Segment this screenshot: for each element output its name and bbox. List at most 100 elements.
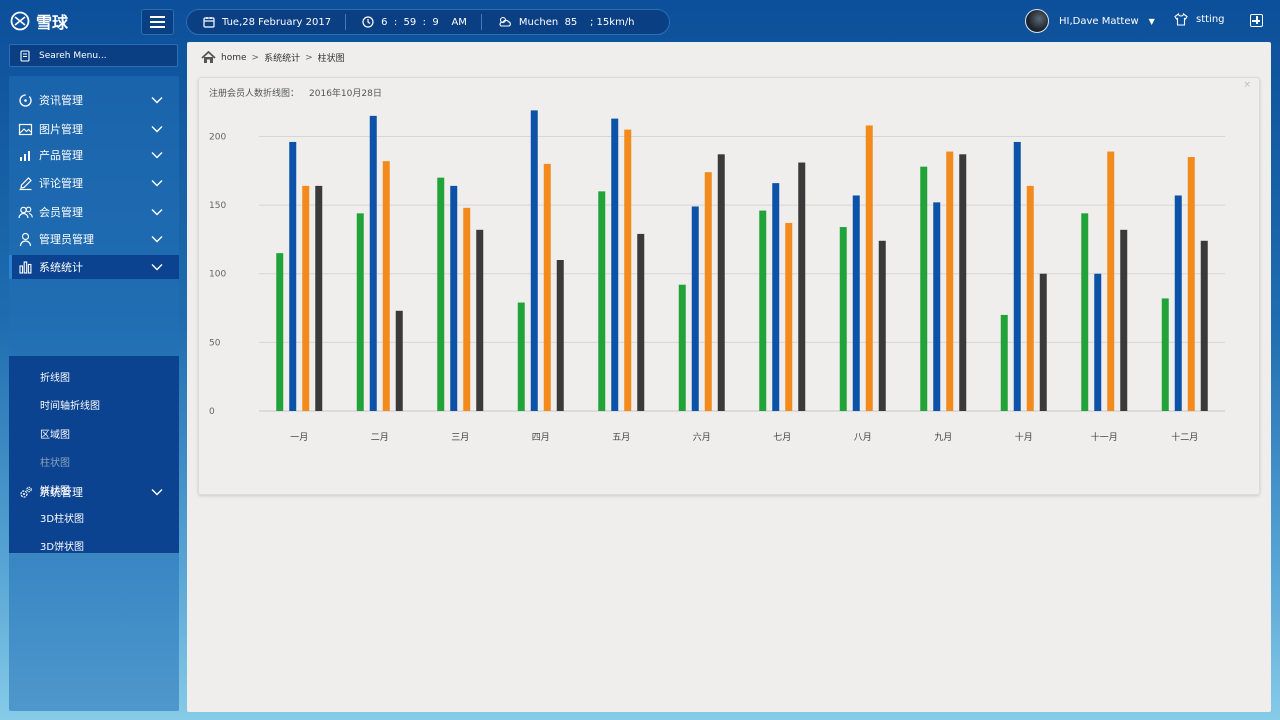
panel-title: 注册会员人数折线图： 2016年10月28日 — [209, 86, 382, 99]
home-icon[interactable] — [201, 51, 216, 64]
chevron-down-icon — [151, 97, 163, 104]
bar — [463, 207, 471, 411]
bar — [1187, 157, 1195, 411]
x-tick-label: 二月 — [371, 432, 389, 443]
sidebar-item-label: 产品管理 — [39, 149, 83, 162]
bar — [476, 229, 484, 411]
sidebar-item-label: 系统管理 — [39, 486, 83, 499]
sidebar-item-statistics[interactable]: 系统统计 — [9, 255, 179, 279]
bar — [959, 154, 967, 412]
bar — [1000, 314, 1008, 411]
caret-down-icon: ▼ — [1148, 16, 1155, 26]
members-icon — [18, 206, 33, 219]
bar — [395, 310, 403, 411]
sidebar-item-system[interactable]: 系统管理 — [9, 480, 179, 504]
x-tick-label: 九月 — [934, 432, 952, 443]
sidebar-item-label: 系统统计 — [39, 261, 83, 274]
bar — [382, 161, 390, 411]
setting-button[interactable]: stting — [1174, 13, 1225, 26]
bar — [759, 210, 767, 411]
chevron-down-icon — [151, 264, 163, 271]
submenu-item-area-chart[interactable]: 区域图 — [40, 430, 70, 441]
bar — [556, 260, 564, 411]
y-tick-label: 50 — [209, 338, 221, 348]
bar — [785, 222, 793, 411]
clock-icon — [362, 16, 374, 28]
sidebar-item-label: 资讯管理 — [39, 94, 83, 107]
x-tick-label: 十二月 — [1171, 431, 1198, 443]
y-tick-label: 150 — [209, 201, 226, 211]
sidebar-item-label: 管理员管理 — [39, 233, 94, 246]
sidebar-item-comments[interactable]: 评论管理 — [9, 171, 179, 195]
sidebar-item-images[interactable]: 图片管理 — [9, 117, 179, 141]
chevron-down-icon — [151, 236, 163, 243]
bar — [450, 185, 458, 411]
bar — [530, 110, 538, 411]
bar — [315, 185, 323, 411]
bar — [543, 163, 551, 411]
submenu-item-line-chart[interactable]: 折线图 — [40, 373, 70, 384]
time-text: 6 : 59 : 9 AM — [381, 16, 467, 28]
bar — [1039, 273, 1047, 411]
main-content: home > 系统统计 > 柱状图 × 注册会员人数折线图： 2016年10月2… — [187, 42, 1271, 712]
chart-title: 注册会员人数折线图： — [209, 89, 300, 99]
app-logo[interactable]: 雪球 — [10, 10, 68, 32]
gears-icon — [20, 486, 32, 498]
bar — [517, 302, 525, 411]
sidebar-item-products[interactable]: 产品管理 — [9, 143, 179, 167]
chevron-down-icon — [151, 152, 163, 159]
bar — [1161, 298, 1169, 411]
x-tick-label: 一月 — [290, 432, 308, 443]
chevron-down-icon — [151, 180, 163, 187]
bar — [717, 154, 725, 412]
chart-date: 2016年10月28日 — [309, 89, 382, 99]
x-tick-label: 十一月 — [1091, 431, 1118, 443]
submenu-item-bar-chart[interactable]: 柱状图 — [40, 458, 70, 469]
search-placeholder: Seareh Menu... — [39, 50, 107, 61]
bar — [1026, 185, 1034, 411]
bar — [839, 227, 847, 411]
bar — [704, 172, 712, 411]
bar — [356, 213, 364, 411]
sidebar-item-label: 评论管理 — [39, 177, 83, 190]
bar — [1013, 141, 1021, 412]
search-menu-input[interactable]: Seareh Menu... — [9, 44, 178, 67]
bar — [289, 141, 297, 412]
sidebar-item-admins[interactable]: 管理员管理 — [9, 227, 179, 251]
logo-icon — [10, 11, 30, 31]
bar — [437, 177, 445, 411]
close-icon[interactable]: × — [1243, 80, 1251, 90]
bar — [678, 284, 686, 411]
submenu-item-3d-pie-chart[interactable]: 3D饼状图 — [40, 542, 85, 553]
add-icon[interactable] — [1250, 14, 1263, 27]
user-name: HI,Dave Mattew — [1059, 15, 1139, 27]
bar — [920, 166, 928, 411]
date-segment: Tue,28 February 2017 — [187, 14, 347, 30]
chevron-down-icon — [151, 126, 163, 133]
submenu-item-3d-bar-chart[interactable]: 3D柱状图 — [40, 514, 85, 525]
sidebar-item-members[interactable]: 会员管理 — [9, 200, 179, 224]
bar — [1174, 195, 1182, 411]
x-tick-label: 六月 — [693, 431, 711, 443]
menu-toggle-button[interactable] — [141, 9, 174, 35]
bar — [878, 240, 886, 411]
bar — [691, 206, 699, 411]
bar — [369, 115, 377, 411]
chart-panel: × 注册会员人数折线图： 2016年10月28日 0 50 100 150 200 一月 二… — [198, 77, 1260, 495]
comment-icon — [19, 177, 32, 191]
user-menu[interactable]: HI,Dave Mattew ▼ — [1025, 9, 1155, 33]
y-tick-label: 100 — [209, 270, 226, 280]
submenu-item-pie-chart[interactable]: 饼状图 — [40, 486, 70, 497]
hamburger-icon — [150, 21, 165, 23]
breadcrumb-statistics[interactable]: 系统统计 — [264, 54, 301, 64]
bar-chart: 0 50 100 150 200 一月 二月 三月 四月 五月 六月 七月 八月 九月 十月 十一月 十二月 — [209, 110, 1225, 443]
submenu-item-timeline-chart[interactable]: 时间轴折线图 — [40, 401, 100, 412]
breadcrumb-home[interactable]: home — [221, 52, 247, 63]
chevron-down-icon — [151, 489, 163, 496]
bar — [1120, 229, 1128, 411]
sidebar-item-news[interactable]: 资讯管理 — [9, 88, 179, 112]
statistics-submenu: 折线图 时间轴折线图 区域图 柱状图 饼状图 3D柱状图 3D饼状图 — [9, 356, 179, 553]
sidebar-item-label: 会员管理 — [39, 206, 83, 219]
bar — [865, 125, 873, 412]
bar — [611, 118, 619, 411]
